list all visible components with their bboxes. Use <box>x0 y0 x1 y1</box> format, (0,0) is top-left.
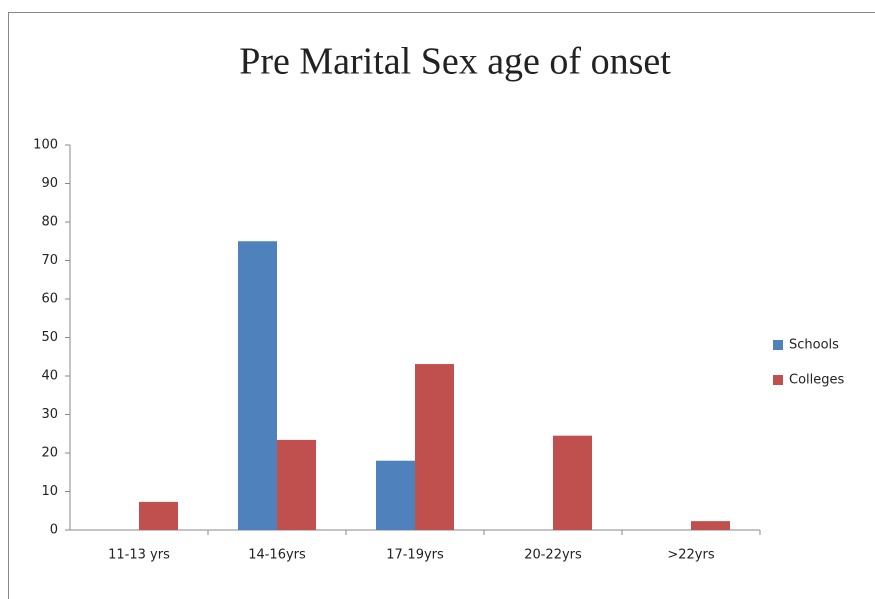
y-tick-label: 80 <box>41 215 58 230</box>
x-tick-label: 11-13 yrs <box>108 548 170 563</box>
chart-title: Pre Marital Sex age of onset <box>239 41 671 83</box>
legend-swatch <box>773 375 783 385</box>
bar <box>277 439 316 530</box>
bar <box>691 521 730 530</box>
x-tick-label: 20-22yrs <box>524 548 582 563</box>
bar <box>415 364 454 530</box>
legend-label: Schools <box>789 338 839 353</box>
x-tick-label: 17-19yrs <box>386 548 444 563</box>
y-tick-label: 90 <box>41 176 58 191</box>
bar <box>376 460 415 530</box>
y-tick-label: 20 <box>41 446 58 461</box>
bar <box>238 241 277 530</box>
bar <box>553 435 592 530</box>
y-tick-label: 100 <box>33 138 58 153</box>
y-tick-label: 0 <box>50 523 58 538</box>
y-tick-label: 60 <box>41 292 58 307</box>
legend-label: Colleges <box>789 373 845 388</box>
y-tick-label: 30 <box>41 407 58 422</box>
x-tick-label: >22yrs <box>667 548 714 563</box>
y-tick-label: 50 <box>41 330 58 345</box>
legend-swatch <box>773 340 783 350</box>
y-tick-label: 40 <box>41 369 58 384</box>
x-tick-label: 14-16yrs <box>248 548 306 563</box>
bar <box>139 501 178 530</box>
y-tick-label: 10 <box>41 484 58 499</box>
y-tick-label: 70 <box>41 253 58 268</box>
